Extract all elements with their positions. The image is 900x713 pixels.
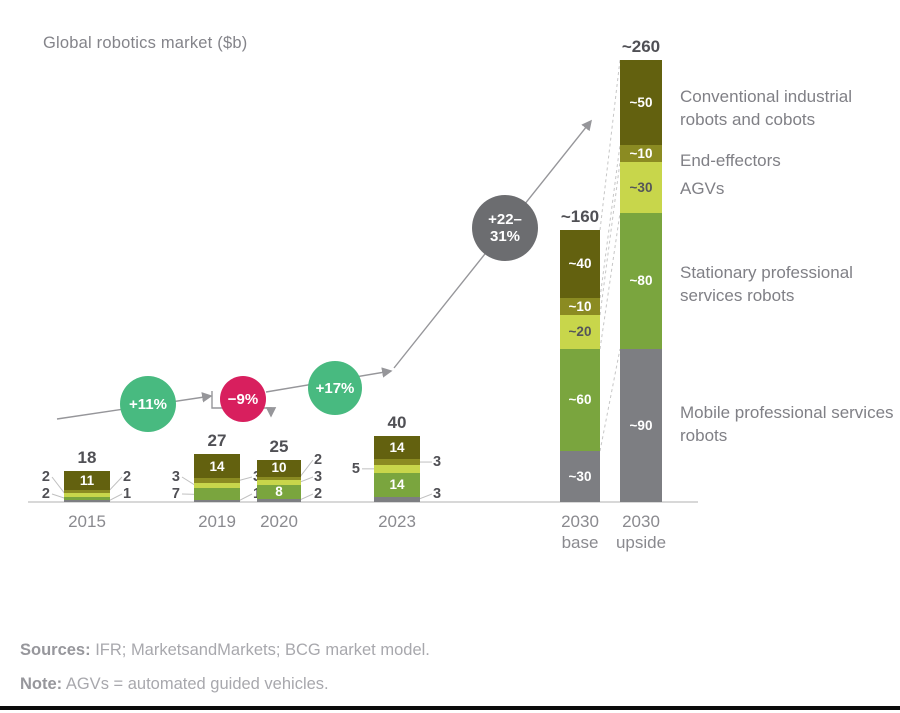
segment-conventional: ~50: [620, 60, 662, 145]
bar-2030-upside: ~50 ~10 ~30 ~80 ~90: [620, 60, 662, 502]
axis-label-2020: 2020: [260, 512, 298, 531]
segment-value-label: ~60: [568, 392, 592, 408]
bar-total-label: 25: [269, 436, 289, 456]
segment-value-label: 8: [275, 484, 283, 500]
callout-label-end_effectors: 2: [123, 469, 132, 485]
legend-label-end_effectors: End-effectors: [680, 151, 781, 170]
axis-label-2030-base: 2030 base: [561, 512, 599, 552]
sources-label: Sources:: [20, 641, 91, 659]
segment-mobile: [64, 500, 110, 502]
segment-stationary: [64, 496, 110, 501]
segment-value-label: 11: [79, 472, 95, 488]
growth-badge: −9%: [220, 376, 266, 422]
callout-label-agvs: 3: [314, 469, 323, 485]
segment-conventional: 11: [64, 471, 110, 491]
note-text: AGVs = automated guided vehicles.: [62, 675, 329, 693]
legend-label-mobile: Mobile professional services robots: [680, 403, 894, 445]
bar-2023: 14 14: [374, 435, 420, 502]
segment-stationary: [194, 488, 240, 501]
axis-label-2030-upside: 2030 upside: [615, 512, 667, 552]
segment-agvs: [374, 464, 420, 474]
segment-value-label: ~30: [629, 179, 653, 195]
segment-value-label: ~80: [629, 273, 653, 289]
segment-end_effectors: [194, 478, 240, 484]
segment-value-label: ~90: [629, 417, 653, 433]
callout-label-stationary: 7: [171, 486, 180, 502]
segment-conventional: 14: [194, 454, 240, 479]
segment-agvs: [64, 493, 110, 497]
bar-2019: 14: [194, 454, 240, 502]
growth-badge: +22– 31%: [472, 195, 538, 261]
callout-label-mobile: 2: [314, 486, 323, 502]
growth-badge: +17%: [308, 361, 362, 415]
bar-2015: 11: [64, 471, 110, 502]
segment-value-label: ~30: [568, 468, 592, 484]
bar-total-label: 27: [207, 431, 227, 451]
segment-value-label: ~10: [629, 145, 653, 161]
axis-label-2015: 2015: [68, 512, 106, 531]
callout-label-mobile: 3: [433, 486, 442, 502]
segment-stationary: ~80: [620, 213, 662, 349]
growth-badge: +11%: [120, 376, 176, 432]
legend-label-stationary: Stationary professional services robots: [680, 263, 853, 305]
segment-value-label: 14: [389, 439, 405, 455]
segment-value-label: 10: [271, 460, 287, 476]
segment-stationary: 14: [374, 473, 420, 497]
note-line: Note: AGVs = automated guided vehicles.: [20, 675, 329, 694]
segment-value-label: 14: [209, 458, 225, 474]
callout-label-end_effectors: 2: [314, 452, 323, 468]
segment-stationary: 8: [257, 484, 301, 500]
sources-text: IFR; MarketsandMarkets; BCG market model…: [90, 641, 430, 659]
note-label: Note:: [20, 675, 63, 693]
bar-total-label: ~260: [621, 37, 661, 56]
legend-label-agvs: AGVs: [680, 179, 725, 198]
x-axis-line: [28, 501, 698, 503]
callout-label-agvs: 5: [351, 460, 360, 477]
segment-mobile: ~30: [560, 451, 600, 502]
segment-mobile: [194, 500, 240, 502]
segment-end_effectors: [257, 476, 301, 480]
segment-mobile: ~90: [620, 349, 662, 502]
segment-conventional: 14: [374, 435, 420, 460]
bottom-divider: [0, 706, 900, 710]
segment-mobile: [257, 498, 301, 502]
bar-total-label: 18: [77, 448, 97, 468]
segment-agvs: ~30: [620, 162, 662, 213]
segment-agvs: [194, 483, 240, 489]
chart-title: Global robotics market ($b): [43, 34, 248, 52]
segment-end_effectors: ~10: [620, 145, 662, 162]
legend-label-conventional: Conventional industrial robots and cobot…: [680, 87, 852, 129]
segment-end_effectors: [64, 490, 110, 494]
segment-value-label: ~50: [629, 94, 653, 110]
segment-mobile: [374, 496, 420, 502]
axis-label-2023: 2023: [378, 512, 416, 531]
segment-end_effectors: [374, 459, 420, 465]
bar-2020: 10 8: [257, 459, 301, 503]
segment-conventional: 10: [257, 459, 301, 477]
callout-label-mobile: 1: [123, 486, 132, 502]
callout-label-agvs: 2: [41, 469, 50, 485]
sources-line: Sources: IFR; MarketsandMarkets; BCG mar…: [20, 641, 430, 660]
callout-label-agvs: 3: [171, 469, 180, 485]
bar-total-label: 40: [387, 412, 407, 432]
callout-label-stationary: 2: [41, 486, 50, 502]
segment-agvs: [257, 479, 301, 485]
callout-label-end_effectors: 3: [433, 454, 442, 471]
segment-value-label: 14: [389, 477, 405, 493]
axis-label-2019: 2019: [198, 512, 236, 531]
